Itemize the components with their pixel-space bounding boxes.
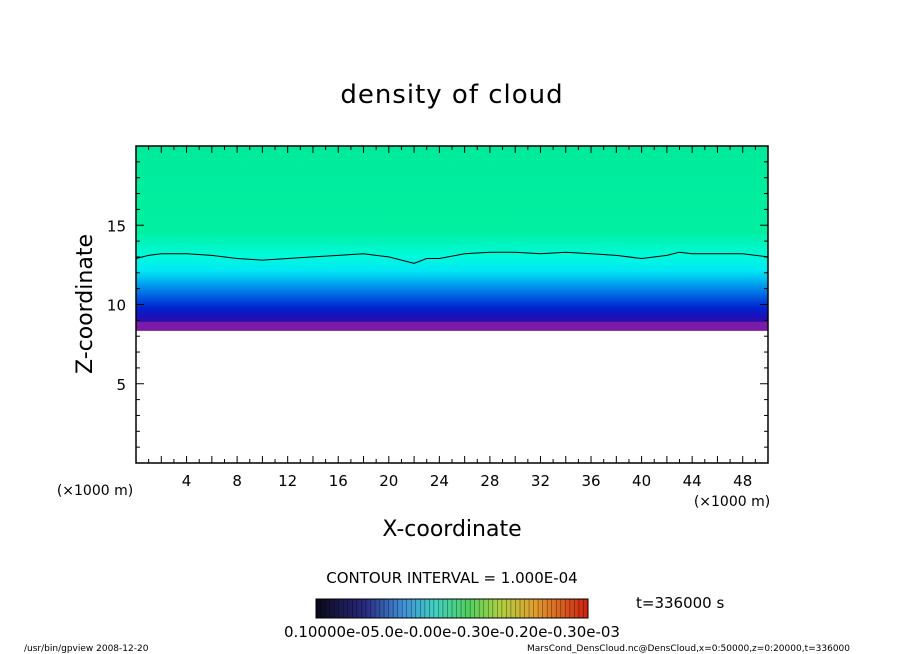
x-tick-label: 24 (430, 472, 449, 490)
x-unit-label: (×1000 m) (694, 494, 770, 510)
cloud-gradient (136, 146, 768, 324)
y-axis-label: Z-coordinate (73, 234, 98, 374)
x-tick-label: 32 (531, 472, 550, 490)
cloud-density-field (136, 146, 768, 331)
x-tick-label: 20 (379, 472, 398, 490)
x-tick-label: 48 (733, 472, 752, 490)
colorbar-tick-labels: 0.10000e-05.0e-0.00e-0.30e-0.20e-0.30e-0… (284, 623, 620, 641)
x-axis-label: X-coordinate (382, 517, 521, 542)
colorbar-frame (315, 598, 589, 619)
x-tick-label: 44 (683, 472, 702, 490)
y-tick-label: 5 (116, 376, 126, 394)
y-tick-label: 15 (107, 217, 126, 235)
y-tick-label: 10 (107, 297, 126, 315)
time-label: t=336000 s (636, 594, 724, 612)
x-tick-label: 12 (278, 472, 297, 490)
colorbar (315, 598, 589, 619)
x-tick-label: 40 (632, 472, 651, 490)
cloud-base-band (136, 321, 768, 331)
footer-right: MarsCond_DensCloud.nc@DensCloud,x=0:5000… (527, 644, 850, 654)
x-axis: 4 8 12 16 20 24 28 32 36 40 44 48 (148, 146, 756, 490)
contour-interval-text: CONTOUR INTERVAL = 1.000E-04 (326, 569, 577, 587)
x-tick-label: 36 (581, 472, 600, 490)
x-tick-label: 16 (329, 472, 348, 490)
contour-line (135, 251, 769, 264)
x-tick-label: 4 (182, 472, 192, 490)
y-axis: 5 10 15 (107, 161, 768, 448)
chart-title: density of cloud (340, 80, 563, 110)
footer-left: /usr/bin/gpview 2008-12-20 (24, 644, 149, 654)
y-unit-label: (×1000 m) (57, 483, 133, 499)
x-tick-label: 28 (480, 472, 499, 490)
x-tick-label: 8 (232, 472, 242, 490)
